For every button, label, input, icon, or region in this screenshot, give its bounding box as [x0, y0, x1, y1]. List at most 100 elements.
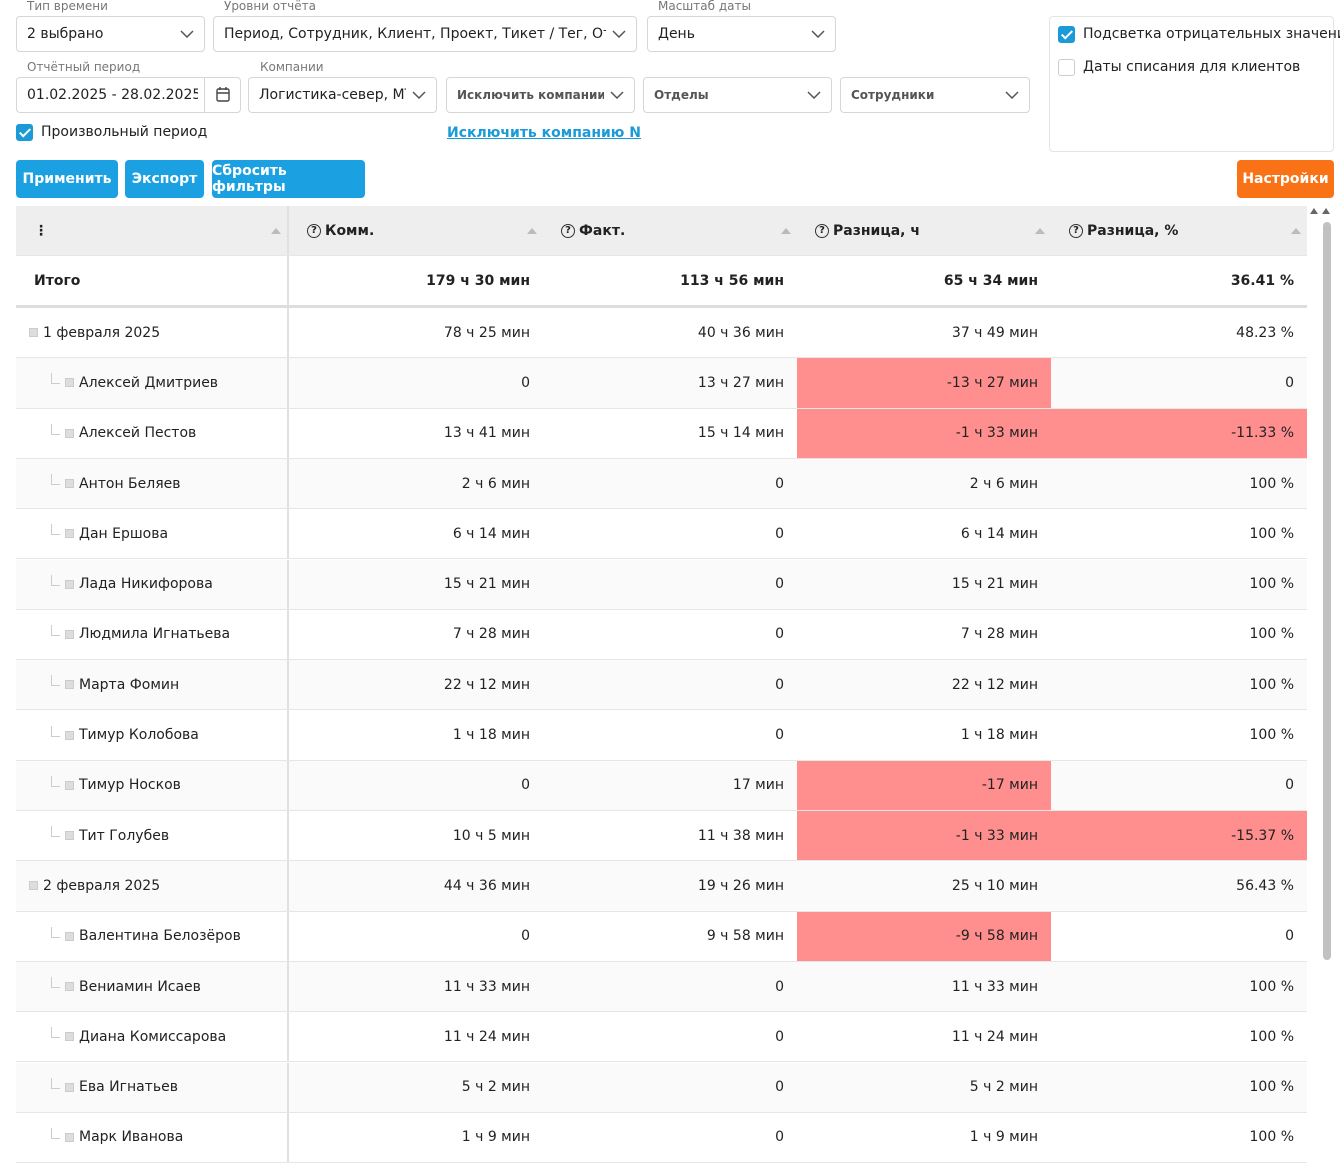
header-cell[interactable]: Комм. [289, 206, 543, 255]
cell-value: 113 ч 56 мин [680, 273, 784, 289]
expand-icon[interactable] [65, 731, 74, 740]
apply-button[interactable]: Применить [16, 160, 118, 198]
export-button[interactable]: Экспорт [125, 160, 204, 198]
table-row: 1 февраля 202578 ч 25 мин40 ч 36 мин37 ч… [16, 308, 1307, 358]
sort-icon[interactable] [1291, 228, 1301, 234]
tree-branch [51, 575, 60, 586]
expand-icon[interactable] [65, 580, 74, 589]
expand-icon[interactable] [65, 378, 74, 387]
tree-branch [51, 1027, 60, 1038]
expand-icon[interactable] [65, 429, 74, 438]
calendar-icon[interactable] [204, 78, 240, 112]
reset-button[interactable]: Сбросить фильтры [212, 160, 365, 198]
link[interactable]: Исключить компанию N [447, 125, 641, 141]
header-cell[interactable]: ⋮ [16, 206, 289, 255]
expand-icon[interactable] [65, 1133, 74, 1142]
table-cell: 0 [543, 710, 797, 759]
checkbox[interactable] [1058, 26, 1075, 43]
table-cell: 10 ч 5 мин [289, 811, 543, 860]
table-row: Марта Фомин22 ч 12 мин022 ч 12 мин100 % [16, 660, 1307, 710]
select[interactable]: Логистика-север, МТ [248, 77, 437, 113]
field-label: Отчётный период [27, 60, 140, 74]
table-cell: -13 ч 27 мин [797, 358, 1051, 407]
cell-value: 13 ч 27 мин [698, 375, 784, 391]
sort-icon[interactable] [781, 228, 791, 234]
field-label: Уровни отчёта [224, 0, 316, 13]
expand-icon[interactable] [65, 479, 74, 488]
select[interactable]: Отделы [643, 77, 832, 113]
table-cell: 22 ч 12 мин [797, 660, 1051, 709]
expand-icon[interactable] [65, 982, 74, 991]
cell-value: 100 % [1250, 677, 1294, 693]
settings-button[interactable]: Настройки [1237, 160, 1334, 198]
select[interactable]: Сотрудники [840, 77, 1030, 113]
table-cell: 0 [289, 761, 543, 810]
table-cell: 100 % [1051, 1063, 1307, 1112]
chevron [180, 30, 194, 38]
select[interactable]: Исключить компании [446, 77, 635, 113]
tree-branch [51, 726, 60, 737]
chevron [610, 91, 624, 99]
expand-icon[interactable] [65, 932, 74, 941]
select[interactable]: День [647, 16, 836, 52]
cell-value: 6 ч 14 мин [961, 526, 1038, 542]
options-panel: Подсветка отрицательных значений Даты сп… [1049, 16, 1334, 152]
scroll-arrow[interactable] [1310, 208, 1318, 214]
expand-icon[interactable] [65, 781, 74, 790]
row-label: Тит Голубев [79, 828, 169, 844]
cell-value: 0 [775, 626, 784, 642]
cell-value: 0 [775, 576, 784, 592]
sort-icon[interactable] [1035, 228, 1045, 234]
help-icon [561, 224, 575, 238]
expand-icon[interactable] [65, 529, 74, 538]
table-cell: 100 % [1051, 459, 1307, 508]
sort-icon[interactable] [527, 228, 537, 234]
cell-value: 0 [775, 727, 784, 743]
cell-value: 9 ч 58 мин [707, 928, 784, 944]
checkbox[interactable] [1058, 59, 1075, 76]
header-cell[interactable]: Разница, % [1051, 206, 1307, 255]
scroll-arrow[interactable] [1322, 208, 1330, 214]
cell-value: 19 ч 26 мин [698, 878, 784, 894]
sort-icon[interactable] [271, 228, 281, 234]
select[interactable]: 2 выбрано [16, 16, 205, 52]
table-row: Тимур Носков017 мин-17 мин0 [16, 761, 1307, 811]
table-cell: -1 ч 33 мин [797, 409, 1051, 458]
expand-icon[interactable] [65, 831, 74, 840]
table-cell: 100 % [1051, 962, 1307, 1011]
expand-icon[interactable] [29, 881, 38, 890]
expand-icon[interactable] [65, 630, 74, 639]
table-cell: 11 ч 38 мин [543, 811, 797, 860]
table-cell: 11 ч 24 мин [797, 1012, 1051, 1061]
select-value: Логистика-север, МТ [259, 87, 406, 103]
expand-icon[interactable] [65, 1083, 74, 1092]
expand-icon[interactable] [65, 1032, 74, 1041]
table-cell: 113 ч 56 мин [543, 256, 797, 305]
scrollbar-thumb[interactable] [1323, 222, 1331, 960]
cell-value: 0 [521, 375, 530, 391]
cell-value: 100 % [1250, 1079, 1294, 1095]
header-cell[interactable]: Разница, ч [797, 206, 1051, 255]
cell-value: 36.41 % [1231, 273, 1294, 289]
cell-value: 0 [775, 1129, 784, 1145]
table-cell: 0 [543, 560, 797, 609]
row-label: Тимур Носков [79, 777, 181, 793]
table-cell: 7 ч 28 мин [797, 610, 1051, 659]
cell-value: 22 ч 12 мин [952, 677, 1038, 693]
cell-value: 0 [775, 1079, 784, 1095]
cell-value: 56.43 % [1236, 878, 1294, 894]
checkbox[interactable] [16, 124, 33, 141]
expand-icon[interactable] [65, 680, 74, 689]
date-range[interactable]: 01.02.2025 - 28.02.2025 [16, 77, 241, 113]
expand-icon[interactable] [29, 328, 38, 337]
table-cell: 13 ч 27 мин [543, 358, 797, 407]
table-cell: 2 ч 6 мин [797, 459, 1051, 508]
table-cell: 1 февраля 2025 [16, 308, 289, 357]
select[interactable]: Период, Сотрудник, Клиент, Проект, Тикет… [213, 16, 637, 52]
cell-value: 100 % [1250, 526, 1294, 542]
cell-value: -17 мин [982, 777, 1038, 793]
header-cell[interactable]: Факт. [543, 206, 797, 255]
table-cell: 48.23 % [1051, 308, 1307, 357]
select-value: День [658, 26, 805, 42]
